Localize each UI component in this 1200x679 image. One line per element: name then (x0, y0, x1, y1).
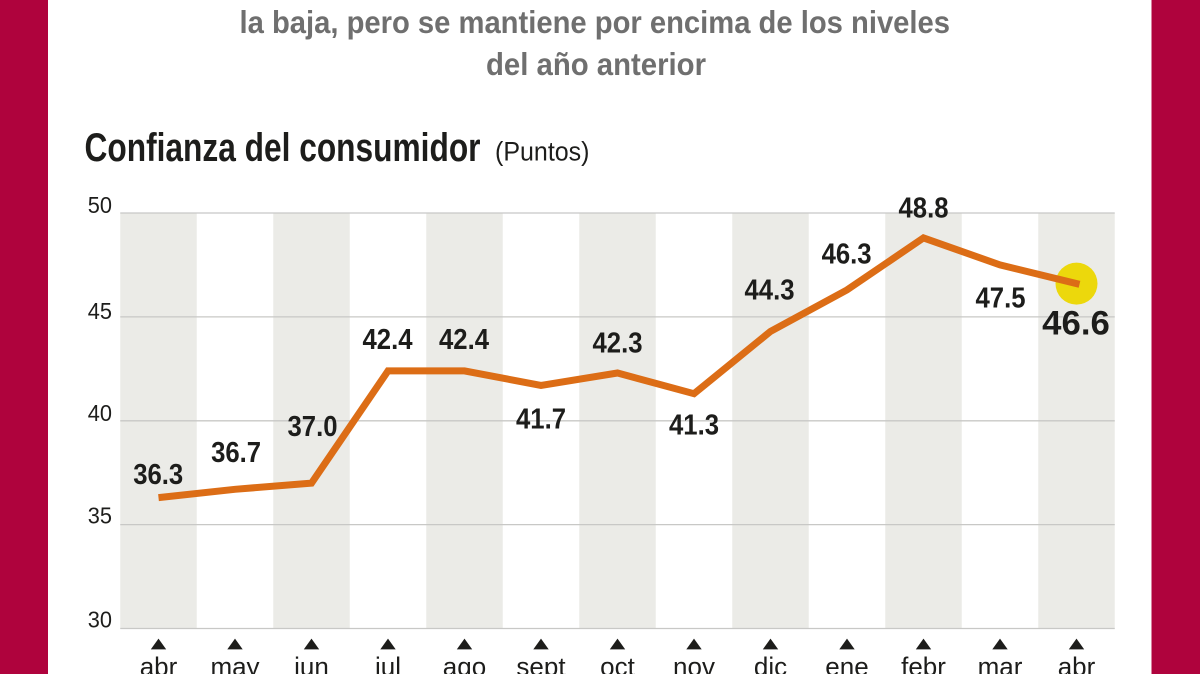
svg-text:37.0: 37.0 (288, 411, 338, 443)
svg-text:35: 35 (88, 503, 112, 529)
svg-text:del año anterior: del año anterior (486, 46, 706, 82)
svg-text:febr: febr (901, 652, 946, 675)
svg-text:(Puntos): (Puntos) (495, 137, 590, 167)
svg-text:42.3: 42.3 (593, 328, 643, 360)
svg-text:46.3: 46.3 (822, 239, 872, 271)
svg-text:50: 50 (88, 192, 112, 218)
svg-text:sept: sept (516, 652, 566, 675)
svg-text:46.6: 46.6 (1042, 304, 1110, 342)
svg-text:48.8: 48.8 (899, 192, 949, 224)
svg-text:40: 40 (88, 400, 112, 426)
svg-text:jun: jun (293, 652, 329, 675)
svg-text:42.4: 42.4 (363, 324, 413, 356)
svg-text:41.3: 41.3 (669, 409, 719, 441)
svg-text:oct: oct (600, 652, 635, 675)
svg-text:abr: abr (1058, 652, 1096, 675)
svg-text:nov: nov (673, 652, 715, 675)
svg-text:jul: jul (374, 652, 401, 675)
svg-text:abr: abr (140, 652, 178, 675)
svg-text:36.7: 36.7 (211, 437, 261, 469)
svg-text:42.4: 42.4 (439, 324, 489, 356)
svg-text:36.3: 36.3 (133, 459, 183, 491)
svg-text:30: 30 (88, 607, 112, 633)
svg-text:mar: mar (978, 652, 1023, 675)
svg-text:41.7: 41.7 (516, 403, 566, 435)
svg-text:47.5: 47.5 (976, 282, 1026, 314)
svg-text:44.3: 44.3 (745, 275, 795, 307)
svg-text:ene: ene (825, 652, 868, 675)
svg-text:la baja, pero se mantiene por: la baja, pero se mantiene por encima de … (240, 4, 951, 40)
svg-text:may: may (210, 652, 259, 675)
svg-text:dic: dic (754, 652, 787, 675)
svg-text:ago: ago (443, 652, 486, 675)
svg-text:Confianza del consumidor: Confianza del consumidor (85, 126, 481, 170)
svg-text:45: 45 (88, 298, 112, 324)
